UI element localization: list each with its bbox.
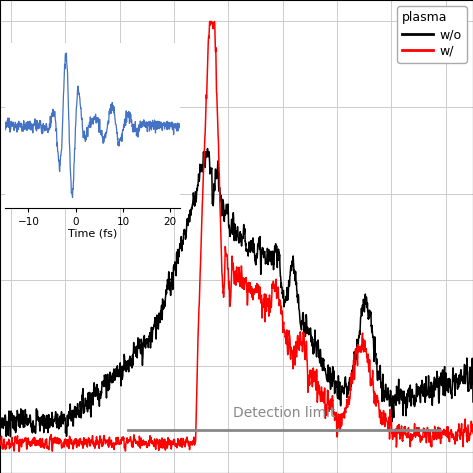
X-axis label: Time (fs): Time (fs) [68, 228, 117, 238]
Text: Detection limit: Detection limit [233, 406, 335, 420]
Legend: w/o, w/: w/o, w/ [397, 6, 467, 63]
